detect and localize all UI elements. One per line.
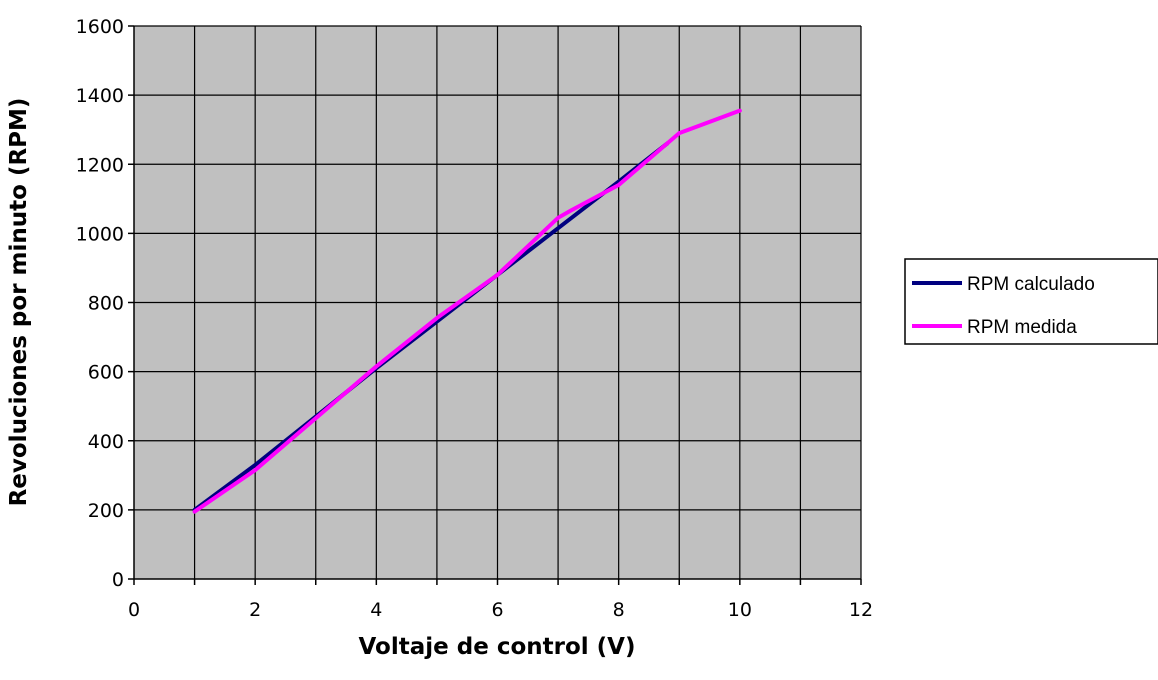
legend-label-rpm-medida: RPM medida bbox=[967, 317, 1077, 338]
grid bbox=[134, 25, 862, 579]
legend-box bbox=[904, 258, 1158, 345]
y-tick-label: 800 bbox=[88, 293, 124, 315]
legend: RPM calculado RPM medida bbox=[904, 258, 1158, 345]
tick-labels: 0 200 400 600 800 1000 1200 1400 1600 0 2 4 6 8 10 12 bbox=[76, 16, 873, 621]
y-tick-label: 1400 bbox=[76, 85, 124, 107]
y-axis-title: Revoluciones por minuto (RPM) bbox=[6, 98, 32, 507]
x-tick-label: 8 bbox=[613, 599, 625, 621]
y-tick-label: 600 bbox=[88, 362, 124, 384]
series-line-rpm-medida bbox=[192, 108, 742, 514]
y-tick-label: 1600 bbox=[76, 16, 124, 38]
x-tick-label: 2 bbox=[249, 599, 261, 621]
x-tick-label: 10 bbox=[728, 599, 752, 621]
axes bbox=[128, 25, 862, 585]
series-lines bbox=[192, 108, 742, 514]
x-axis-title: Voltaje de control (V) bbox=[359, 634, 636, 660]
y-tick-label: 400 bbox=[88, 431, 124, 453]
x-tick-label: 6 bbox=[491, 599, 503, 621]
y-tick-label: 1200 bbox=[76, 154, 124, 176]
x-tick-label: 0 bbox=[128, 599, 140, 621]
y-tick-label: 0 bbox=[112, 569, 124, 591]
legend-label-rpm-calculado: RPM calculado bbox=[967, 274, 1095, 295]
x-tick-label: 4 bbox=[370, 599, 382, 621]
y-tick-label: 200 bbox=[88, 500, 124, 522]
y-tick-label: 1000 bbox=[76, 223, 124, 245]
x-tick-label: 12 bbox=[849, 599, 873, 621]
